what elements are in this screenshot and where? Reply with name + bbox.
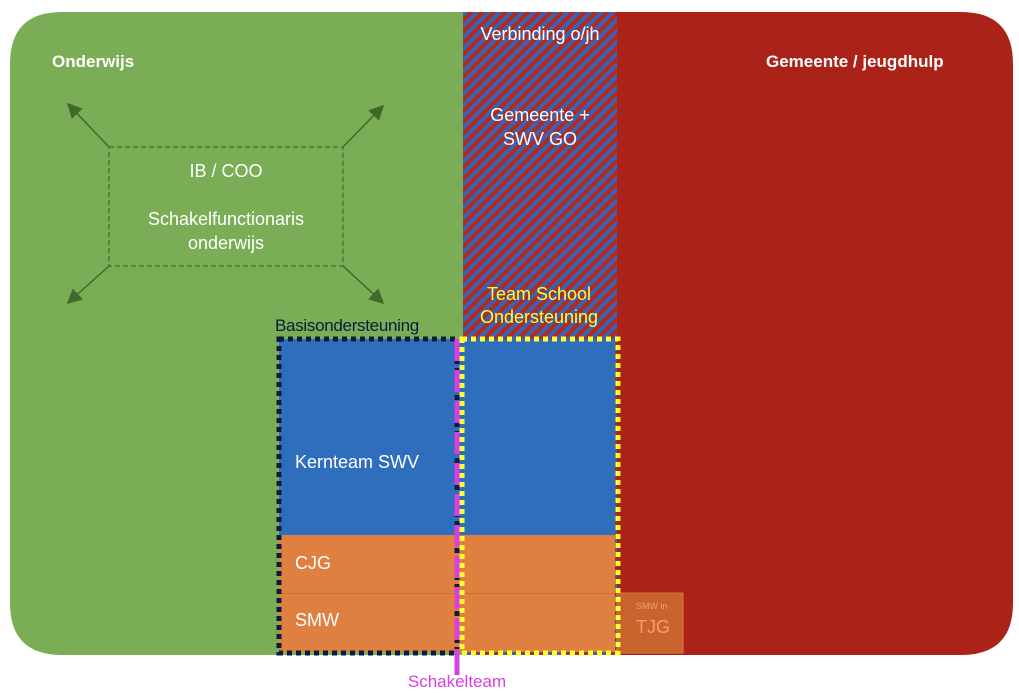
team-school-support-frame [459,336,621,656]
team-school-support-label: Team School Ondersteuning [479,284,599,328]
cjg-label: CJG [295,553,331,573]
municipality-title: Gemeente / jeugdhulp [766,52,944,71]
education-title: Onderwijs [52,52,135,71]
smw-label: SMW [295,610,339,630]
basic-support-label: Basisondersteuning [275,316,419,335]
smw-tjg-small-label: SMW in [636,601,668,611]
coordinator-role: IB / COO [189,161,263,181]
coordinator-function: Schakelfunctionaris onderwijs [147,209,305,254]
connection-body: Gemeente + SWV GO [490,105,590,150]
core-team-label: Kernteam SWV [295,452,420,472]
cjg-block [279,535,615,594]
link-team-label: Schakelteam [407,672,507,691]
smw-tjg-large-label: TJG [636,617,670,637]
diagonal-arrows-icon [66,102,385,305]
smw-block [279,594,615,652]
core-team-block [279,339,615,535]
coordinator-box-frame [108,146,344,267]
smw-tjg-block [616,592,684,654]
connection-title: Verbinding o/jh [480,24,600,44]
municipality-domain [617,12,1013,655]
